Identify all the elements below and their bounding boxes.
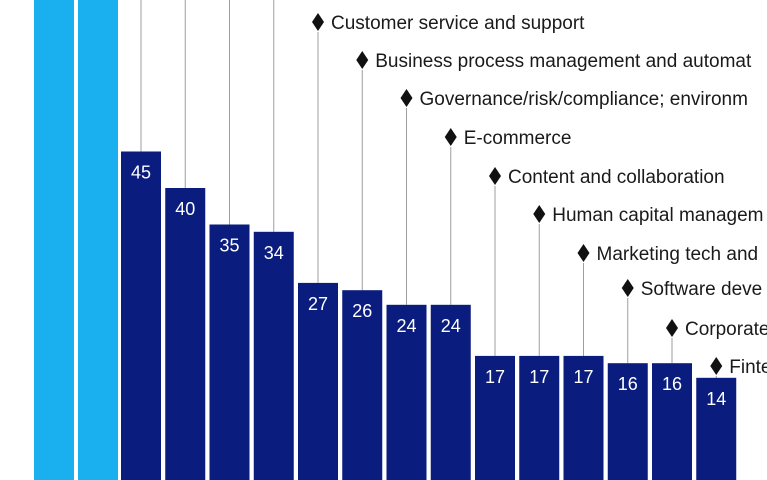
diamond-marker-icon xyxy=(710,357,723,375)
bar-value-label: 24 xyxy=(441,316,461,336)
diamond-marker-icon xyxy=(533,205,546,223)
bar-4 xyxy=(253,231,294,480)
bar-value-label: 14 xyxy=(706,389,726,409)
bar-value-label: 17 xyxy=(485,367,505,387)
bar-6 xyxy=(342,290,383,480)
category-label: E-commerce xyxy=(464,128,572,149)
bar-value-label: 45 xyxy=(131,163,151,183)
diamond-marker-icon xyxy=(312,13,324,31)
bar-value-label: 16 xyxy=(618,374,638,394)
diamond-marker-icon xyxy=(577,244,590,262)
bar-3 xyxy=(209,224,250,480)
category-label: Human capital managem xyxy=(552,205,763,226)
diamond-marker-icon xyxy=(666,319,678,337)
category-label: Marketing tech and xyxy=(597,244,759,265)
bar-11 xyxy=(563,355,604,480)
cropped-bar-2 xyxy=(78,0,118,480)
bar-7 xyxy=(386,304,427,480)
category-label: Corporate xyxy=(685,319,767,340)
bar-8 xyxy=(430,304,471,480)
bar-value-label: 34 xyxy=(264,243,284,263)
cropped-bar-1 xyxy=(34,0,74,480)
bar-value-label: 24 xyxy=(396,316,416,336)
category-label: Finte xyxy=(729,357,767,378)
bar-14 xyxy=(696,377,737,480)
diamond-marker-icon xyxy=(444,128,457,146)
bar-9 xyxy=(475,355,515,480)
diamond-marker-icon xyxy=(621,279,634,297)
category-label: Software deve xyxy=(641,279,762,300)
bar-2 xyxy=(165,188,206,480)
diamond-marker-icon xyxy=(489,167,501,185)
category-label: Customer service and support xyxy=(331,13,585,34)
bar-10 xyxy=(519,355,560,480)
bar-value-label: 17 xyxy=(573,367,593,387)
category-label: Business process management and automat xyxy=(375,51,752,72)
bar-value-label: 40 xyxy=(175,199,195,219)
bar-5 xyxy=(298,282,338,480)
bar-value-label: 27 xyxy=(308,294,328,314)
bar-value-label: 26 xyxy=(352,301,372,321)
diamond-marker-icon xyxy=(400,89,413,107)
bar-value-label: 16 xyxy=(662,374,682,394)
bar-12 xyxy=(607,363,648,480)
category-label: Content and collaboration xyxy=(508,167,725,188)
bar-value-label: 17 xyxy=(529,367,549,387)
bar-1 xyxy=(121,151,161,480)
diamond-marker-icon xyxy=(356,51,369,69)
bar-13 xyxy=(652,363,692,480)
category-label: Governance/risk/compliance; environm xyxy=(420,89,748,110)
bar-value-label: 35 xyxy=(219,236,239,256)
